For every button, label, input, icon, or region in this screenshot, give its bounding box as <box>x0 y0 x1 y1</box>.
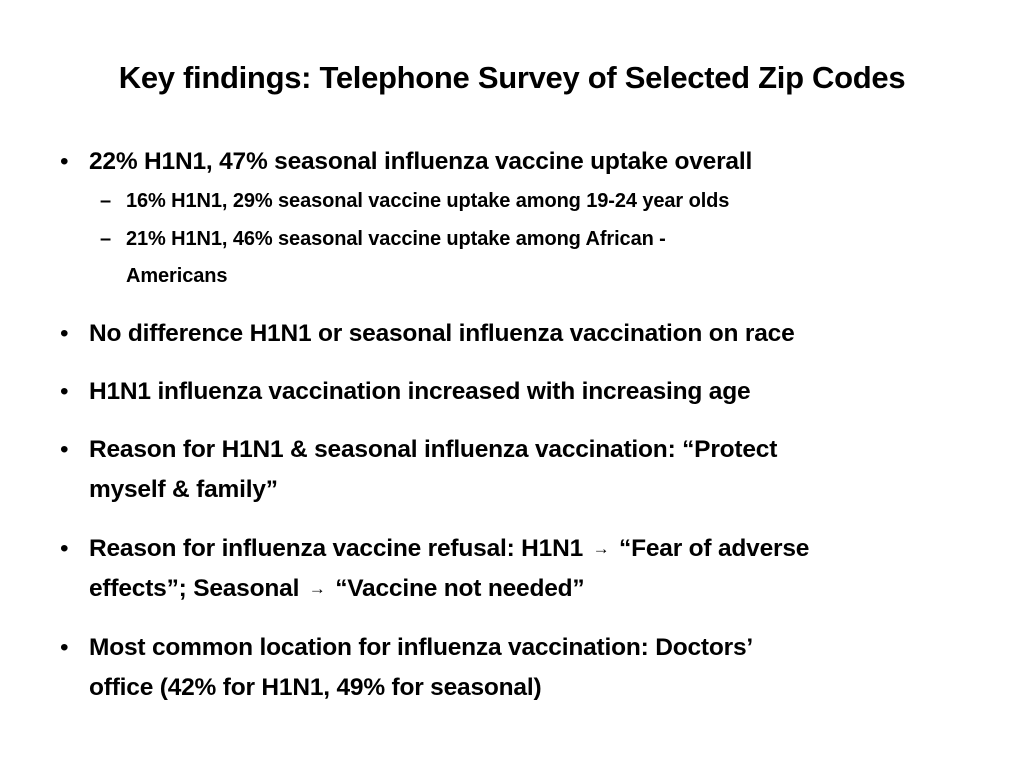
arrow-right-icon: → <box>308 579 326 598</box>
bullet-text: 22% H1N1, 47% seasonal influenza vaccine… <box>89 148 753 175</box>
bullet-line: myself & family” <box>89 476 278 503</box>
bullet-text: Reason for influenza vaccine refusal: H1… <box>89 529 969 609</box>
sub-bullet-line: 21% H1N1, 46% seasonal vaccine uptake am… <box>126 228 666 250</box>
bullet-dot: • <box>60 436 69 463</box>
bullet-segment: “Fear of adverse <box>619 535 810 562</box>
sub-bullet-text: 16% H1N1, 29% seasonal vaccine uptake am… <box>126 190 730 212</box>
bullet-text: Most common location for influenza vacci… <box>89 628 969 708</box>
slide-title: Key findings: Telephone Survey of Select… <box>118 60 906 95</box>
bullet-dot: • <box>60 148 69 175</box>
arrow-right-icon: → <box>592 539 610 558</box>
bullet-segment: Reason for influenza vaccine refusal: H1… <box>89 535 584 562</box>
bullet-line: Reason for influenza vaccine refusal: H1… <box>89 529 969 569</box>
bullet-text: Reason for H1N1 & seasonal influenza vac… <box>89 430 969 510</box>
bullet-line: Reason for H1N1 & seasonal influenza vac… <box>89 436 778 463</box>
bullet-text: No difference H1N1 or seasonal influenza… <box>89 320 795 347</box>
bullet-dot: • <box>60 535 69 562</box>
bullet-segment: effects”; Seasonal <box>89 575 300 602</box>
bullet-dot: • <box>60 320 69 347</box>
sub-bullet-dash: – <box>100 228 112 250</box>
bullet-line: office (42% for H1N1, 49% for seasonal) <box>89 674 542 701</box>
bullet-line: Most common location for influenza vacci… <box>89 634 753 661</box>
bullet-line: effects”; Seasonal → “Vaccine not needed… <box>89 569 969 609</box>
bullet-text: H1N1 influenza vaccination increased wit… <box>89 378 751 405</box>
sub-bullet-dash: – <box>100 190 112 212</box>
bullet-segment: “Vaccine not needed” <box>335 575 585 602</box>
bullet-dot: • <box>60 634 69 661</box>
bullet-dot: • <box>60 378 69 405</box>
sub-bullet-line: Americans <box>126 265 228 287</box>
sub-bullet-text: 21% H1N1, 46% seasonal vaccine uptake am… <box>126 221 956 295</box>
